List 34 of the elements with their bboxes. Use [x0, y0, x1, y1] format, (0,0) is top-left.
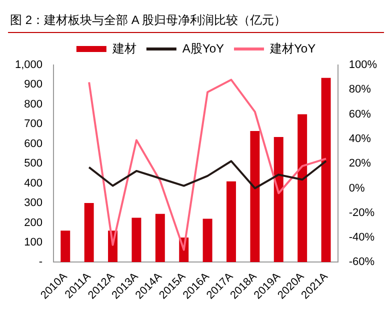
y-tick-label: -: [38, 256, 43, 268]
y2-tick-label: -20%: [348, 206, 375, 219]
y-tick-label: 100: [24, 236, 43, 248]
bar: [298, 114, 308, 262]
y2-tick-label: 80%: [348, 84, 372, 96]
bar: [60, 230, 70, 262]
legend-label: A股YoY: [182, 41, 224, 56]
bar: [84, 203, 94, 262]
y2-tick-label: 40%: [348, 132, 372, 145]
y2-tick-label: -40%: [348, 232, 375, 244]
bar: [202, 218, 212, 262]
bar: [226, 181, 236, 262]
legend-label: 建材YoY: [269, 41, 316, 56]
chart-title: 图 2：建材板块与全部 A 股归母净利润比较（亿元）: [8, 8, 384, 33]
y2-tick-label: 20%: [348, 158, 372, 170]
y-tick-label: 500: [24, 158, 43, 170]
y-tick-label: 200: [24, 216, 43, 229]
bar: [250, 131, 260, 262]
bar: [155, 214, 165, 262]
y-tick-label: 600: [24, 138, 43, 150]
y-tick-label: 800: [24, 98, 43, 110]
y-tick-label: 700: [24, 118, 43, 130]
y-tick-label: 300: [24, 197, 43, 210]
y2-tick-label: 100%: [348, 59, 378, 72]
legend-label: 建材: [111, 41, 136, 56]
bar: [132, 218, 142, 262]
bar: [274, 136, 284, 262]
y2-tick-label: -60%: [348, 256, 375, 268]
y2-tick-label: 60%: [348, 108, 372, 120]
y-tick-label: 1,000: [14, 59, 43, 72]
y-tick-label: 900: [24, 78, 43, 91]
y-tick-label: 400: [24, 177, 43, 190]
y2-tick-label: 0%: [348, 182, 365, 194]
bar: [321, 78, 331, 262]
